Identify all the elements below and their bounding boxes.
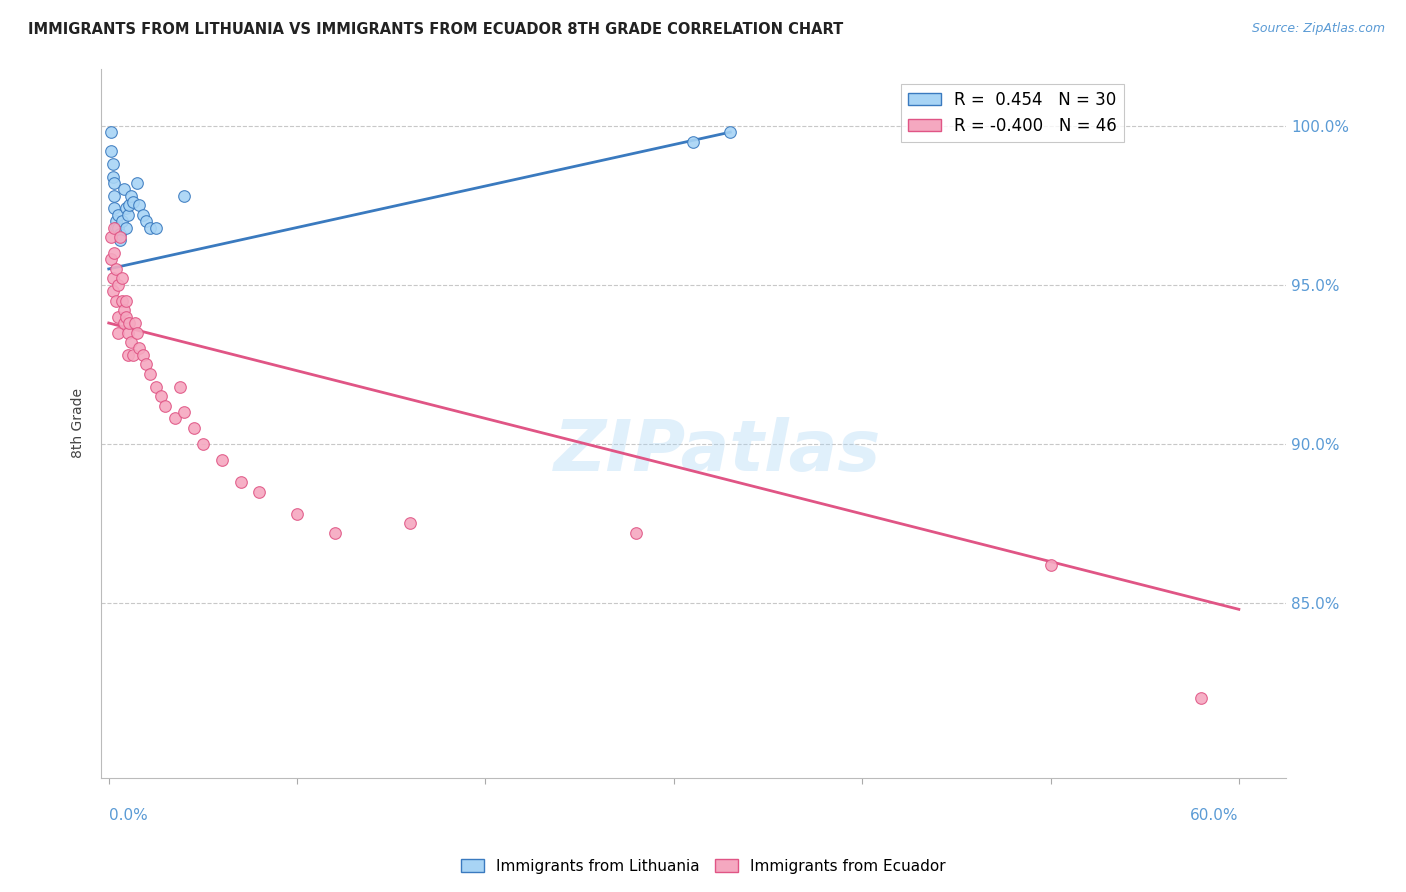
- Text: 0.0%: 0.0%: [108, 808, 148, 823]
- Point: [323, 526, 346, 541]
- Point: [105, 293, 128, 308]
- Point: [122, 195, 145, 210]
- Point: [103, 188, 125, 202]
- Point: [718, 125, 741, 139]
- Point: [173, 188, 195, 202]
- Text: ZIPatlas: ZIPatlas: [554, 417, 882, 486]
- Point: [1189, 691, 1212, 706]
- Point: [101, 284, 124, 298]
- Point: [173, 405, 195, 419]
- Point: [118, 198, 141, 212]
- Point: [145, 379, 167, 393]
- Point: [118, 316, 141, 330]
- Point: [103, 246, 125, 260]
- Point: [103, 202, 125, 216]
- Point: [163, 411, 186, 425]
- Point: [131, 208, 153, 222]
- Point: [107, 277, 129, 292]
- Point: [107, 220, 129, 235]
- Point: [145, 220, 167, 235]
- Point: [101, 157, 124, 171]
- Legend: Immigrants from Lithuania, Immigrants from Ecuador: Immigrants from Lithuania, Immigrants fr…: [454, 853, 952, 880]
- Point: [285, 507, 308, 521]
- Point: [183, 421, 205, 435]
- Point: [124, 316, 146, 330]
- Point: [107, 310, 129, 324]
- Point: [155, 399, 177, 413]
- Point: [125, 176, 148, 190]
- Point: [211, 452, 233, 467]
- Point: [112, 303, 135, 318]
- Point: [191, 437, 214, 451]
- Point: [112, 182, 135, 196]
- Point: [103, 220, 125, 235]
- Point: [128, 198, 150, 212]
- Point: [624, 526, 647, 541]
- Point: [107, 208, 129, 222]
- Point: [101, 271, 124, 285]
- Point: [139, 367, 162, 381]
- Point: [103, 176, 125, 190]
- Point: [114, 310, 136, 324]
- Point: [131, 348, 153, 362]
- Point: [105, 261, 128, 276]
- Point: [101, 169, 124, 184]
- Point: [114, 220, 136, 235]
- Point: [111, 271, 134, 285]
- Point: [139, 220, 162, 235]
- Point: [135, 214, 157, 228]
- Point: [120, 188, 142, 202]
- Point: [117, 208, 139, 222]
- Point: [249, 484, 271, 499]
- Point: [108, 233, 131, 247]
- Point: [150, 389, 173, 403]
- Point: [107, 326, 129, 340]
- Point: [1039, 558, 1062, 572]
- Text: Source: ZipAtlas.com: Source: ZipAtlas.com: [1251, 22, 1385, 36]
- Point: [100, 252, 122, 267]
- Point: [229, 475, 252, 489]
- Point: [114, 202, 136, 216]
- Point: [105, 220, 128, 235]
- Point: [114, 293, 136, 308]
- Point: [112, 316, 135, 330]
- Point: [111, 214, 134, 228]
- Point: [122, 348, 145, 362]
- Legend: R =  0.454   N = 30, R = -0.400   N = 46: R = 0.454 N = 30, R = -0.400 N = 46: [901, 84, 1123, 142]
- Text: IMMIGRANTS FROM LITHUANIA VS IMMIGRANTS FROM ECUADOR 8TH GRADE CORRELATION CHART: IMMIGRANTS FROM LITHUANIA VS IMMIGRANTS …: [28, 22, 844, 37]
- Point: [125, 326, 148, 340]
- Y-axis label: 8th Grade: 8th Grade: [72, 388, 86, 458]
- Point: [128, 342, 150, 356]
- Point: [117, 326, 139, 340]
- Point: [100, 230, 122, 244]
- Point: [169, 379, 191, 393]
- Text: 60.0%: 60.0%: [1191, 808, 1239, 823]
- Point: [117, 348, 139, 362]
- Point: [100, 145, 122, 159]
- Point: [108, 230, 131, 244]
- Point: [135, 357, 157, 371]
- Point: [100, 125, 122, 139]
- Point: [399, 516, 422, 531]
- Point: [108, 227, 131, 241]
- Point: [111, 293, 134, 308]
- Point: [105, 214, 128, 228]
- Point: [682, 135, 704, 149]
- Point: [120, 335, 142, 350]
